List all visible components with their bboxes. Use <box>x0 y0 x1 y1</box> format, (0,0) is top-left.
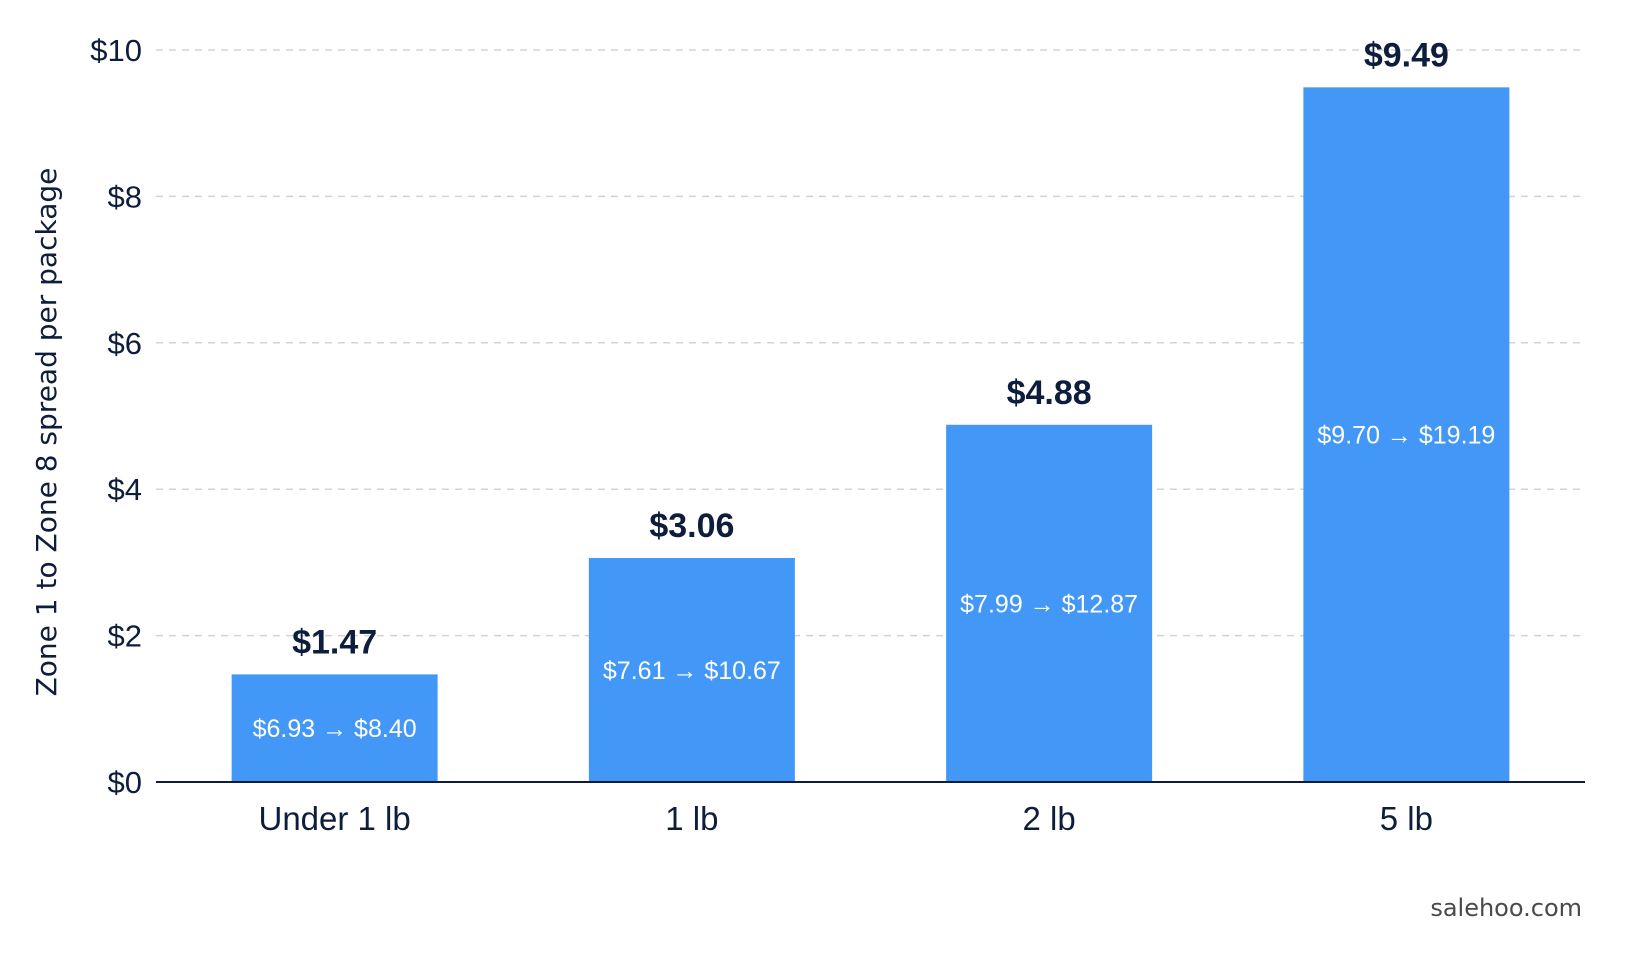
bar <box>1303 87 1510 782</box>
bar-inner-label: $9.70 → $19.19 <box>1317 422 1495 450</box>
y-tick-label: $2 <box>108 619 142 654</box>
bar-value-label: $4.88 <box>1007 374 1092 412</box>
x-category-label: Under 1 lb <box>258 800 410 837</box>
bar <box>946 424 1153 782</box>
y-axis-title: Zone 1 to Zone 8 spread per package <box>30 168 63 697</box>
bars <box>231 87 1510 782</box>
gridlines <box>156 49 1585 637</box>
bar-inner-label: $7.99 → $12.87 <box>960 590 1138 618</box>
labels: $0 $2 $4 $6 $8 $10 $1.47 $6.93 → $8.40 Under 1 l… <box>90 33 1495 837</box>
y-tick-label: $10 <box>90 33 142 68</box>
y-tick-label: $0 <box>108 765 142 800</box>
x-category-label: 1 lb <box>665 800 718 837</box>
y-tick-label: $8 <box>108 179 142 214</box>
y-tick-label: $4 <box>108 472 142 507</box>
source-credit: salehoo.com <box>1430 894 1582 922</box>
bar-inner-label: $6.93 → $8.40 <box>253 715 417 743</box>
y-tick-label: $6 <box>108 326 142 361</box>
bar <box>588 558 795 782</box>
x-category-label: 5 lb <box>1380 800 1433 837</box>
bar-value-label: $1.47 <box>292 623 377 661</box>
bar <box>231 674 438 782</box>
x-category-label: 2 lb <box>1023 800 1076 837</box>
bar-value-label: $3.06 <box>649 507 734 545</box>
bar-value-label: $9.49 <box>1364 36 1449 74</box>
bar-inner-label: $7.61 → $10.67 <box>603 657 781 685</box>
